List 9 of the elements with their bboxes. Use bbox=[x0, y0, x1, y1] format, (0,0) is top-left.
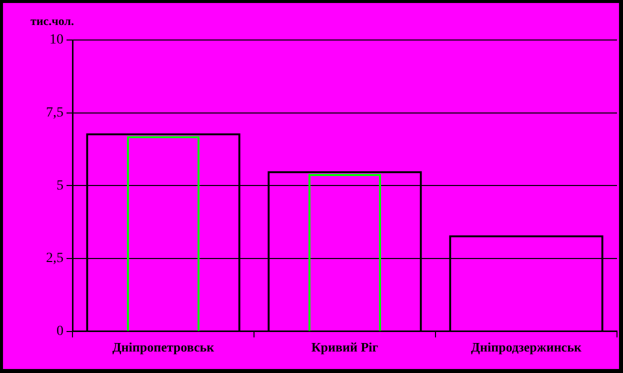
x-tick-label: Дніпродзержинськ bbox=[471, 340, 582, 355]
y-tick-label: 2,5 bbox=[46, 251, 64, 266]
x-tick-label: Дніпропетровськ bbox=[112, 340, 215, 355]
y-tick-label: 10 bbox=[50, 32, 64, 48]
y-tick-label: 5 bbox=[56, 178, 64, 194]
y-tick-label: 7,5 bbox=[46, 106, 64, 121]
y-tick-label: 0 bbox=[56, 324, 64, 340]
x-tick-label: Кривий Ріг bbox=[311, 340, 378, 355]
y-axis-title: тис.чол. bbox=[30, 14, 74, 28]
